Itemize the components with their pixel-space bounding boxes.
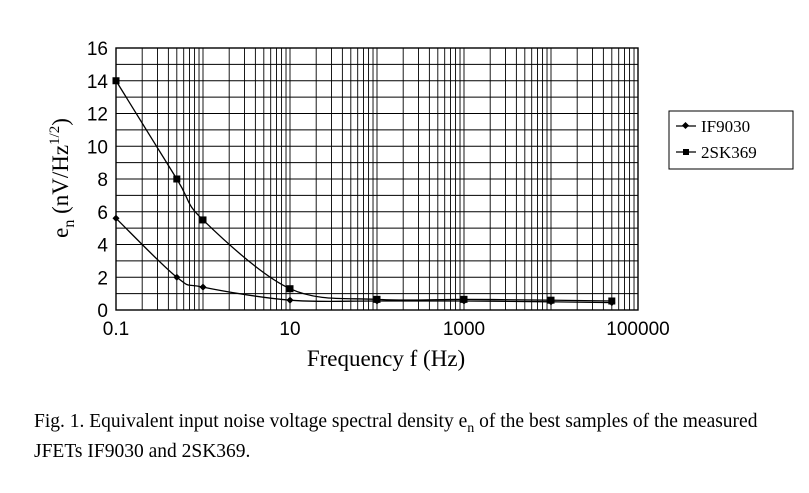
caption-prefix: Fig. 1. Equivalent input noise voltage s… [34,411,459,432]
data-point-IF9030 [199,283,207,291]
y-axis-title-unit: (nV/Hz [48,145,73,220]
y-tick-label: 14 [87,72,109,93]
y-axis-title: en (nV/Hz1/2) [47,118,78,238]
y-axis-title-main: e [48,228,73,238]
y-tick-label: 12 [87,105,108,126]
y-tick-label: 8 [97,170,108,191]
data-point-2SK369 [173,175,181,183]
y-axis-title-sup: 1/2 [47,126,63,145]
x-axis-title: Frequency f (Hz) [307,346,465,371]
series-layer [112,77,616,307]
legend-label-2sk369: 2SK369 [701,143,757,162]
y-axis-title-sub: n [61,220,78,228]
chart: 0 2 4 6 8 10 12 14 16 0.1 10 1000 100000 Frequency … [47,39,794,371]
x-tick-label: 10 [279,319,300,340]
y-tick-label: 10 [87,137,108,158]
y-axis-ticks: 0 2 4 6 8 10 12 14 16 [87,39,109,322]
legend-label-if9030: IF9030 [701,117,750,136]
data-point-2SK369 [112,77,120,85]
y-tick-label: 0 [97,301,108,322]
data-point-2SK369 [547,296,555,304]
y-tick-label: 4 [97,236,108,257]
y-tick-label: 16 [87,39,108,60]
x-axis-ticks: 0.1 10 1000 100000 [103,319,670,340]
legend-marker-square [683,149,689,155]
data-point-2SK369 [286,285,294,293]
data-point-IF9030 [173,273,181,281]
data-point-IF9030 [112,214,120,222]
y-axis-title-close: ) [48,118,73,126]
grid [115,47,638,311]
y-tick-label: 2 [97,268,108,289]
caption-suffix: of the best samples of the measured JFET… [34,411,758,462]
caption-symbol: e [458,411,468,432]
data-point-2SK369 [199,216,207,224]
x-tick-label: 100000 [606,319,669,340]
figure-caption: Fig. 1. Equivalent input noise voltage s… [34,410,804,463]
data-point-2SK369 [373,295,381,303]
data-point-2SK369 [608,297,616,305]
caption-symbol-sub: n [467,420,475,436]
legend-marker-diamond [681,121,690,130]
data-point-2SK369 [460,295,468,303]
legend: IF9030 2SK369 [668,110,794,170]
legend-box [668,110,794,170]
plot-frame [115,47,639,311]
x-tick-label: 1000 [443,319,485,340]
x-tick-label: 0.1 [103,319,129,340]
y-tick-label: 6 [97,203,108,224]
data-point-IF9030 [286,296,294,304]
